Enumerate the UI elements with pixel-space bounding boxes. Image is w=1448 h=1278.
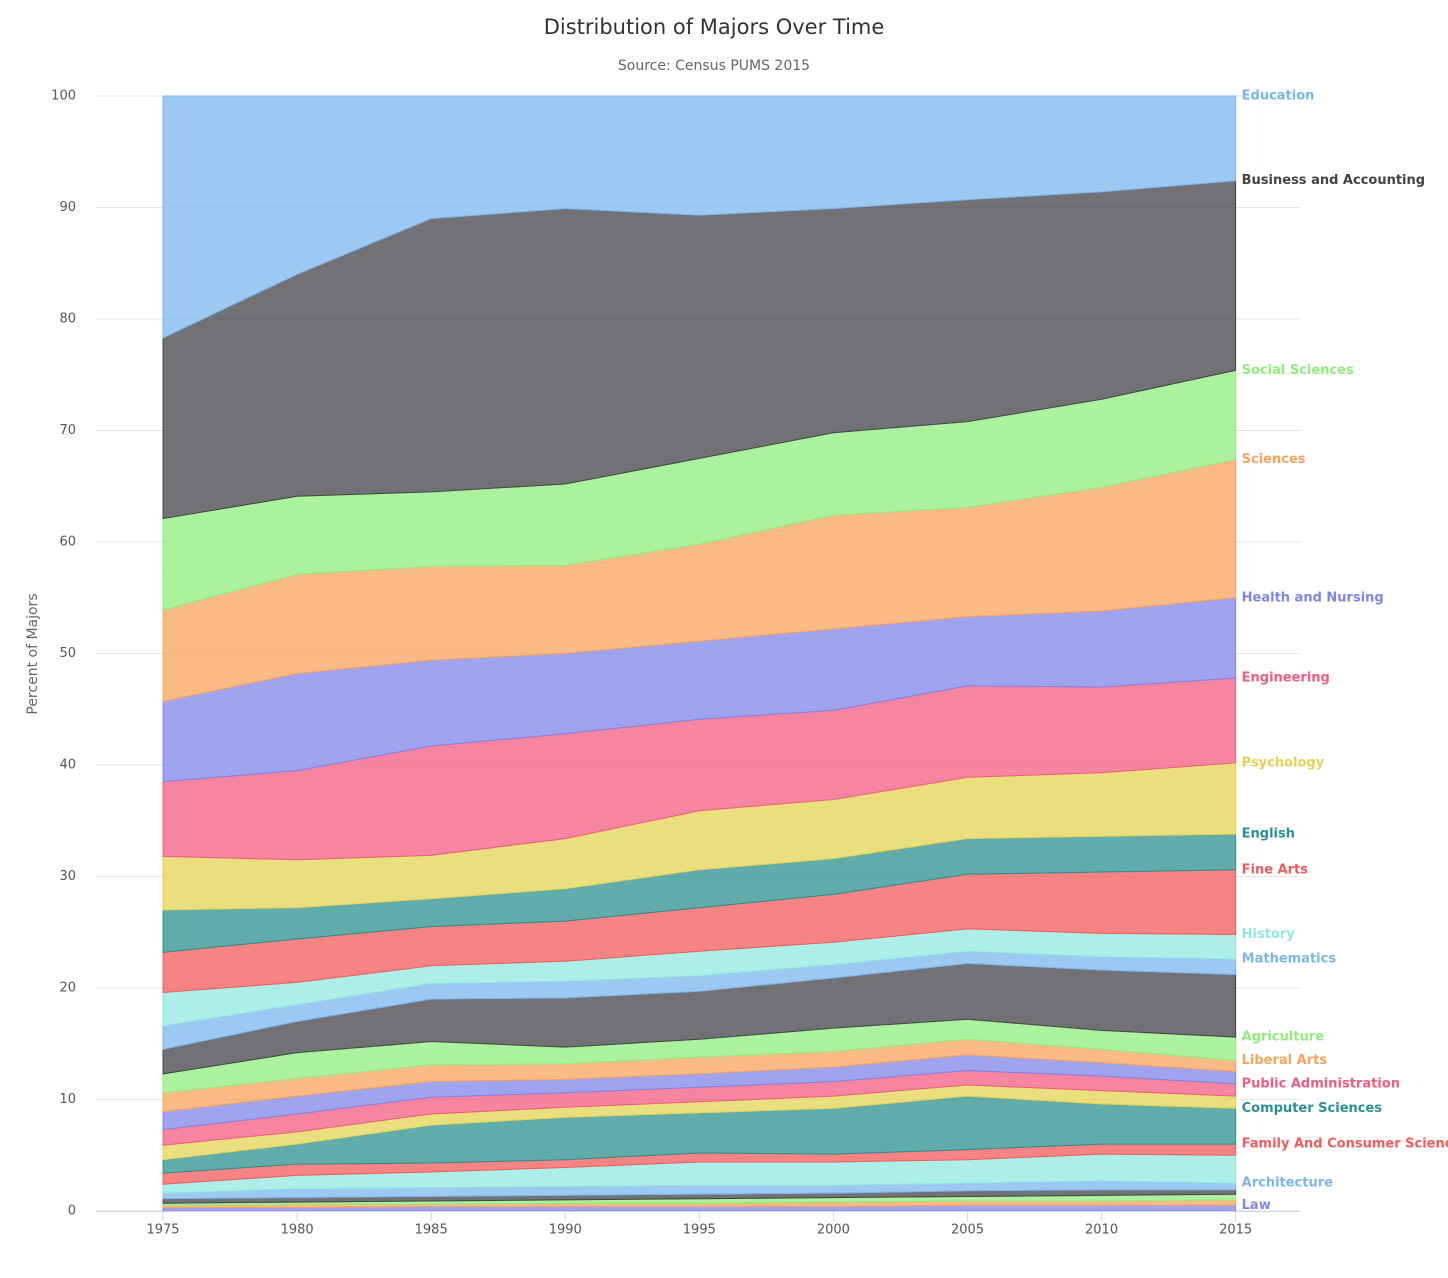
chart-title: Distribution of Majors Over Time bbox=[544, 15, 885, 39]
y-tick-label: 10 bbox=[59, 1092, 76, 1107]
series-label: Health and Nursing bbox=[1242, 590, 1384, 605]
series-label: History bbox=[1242, 927, 1296, 942]
x-tick-label: 1995 bbox=[683, 1223, 716, 1238]
series-label: Architecture bbox=[1242, 1176, 1334, 1191]
y-tick-label: 20 bbox=[59, 981, 76, 996]
series-label: English bbox=[1242, 827, 1295, 842]
x-tick-label: 2015 bbox=[1219, 1223, 1252, 1238]
chart-subtitle: Source: Census PUMS 2015 bbox=[618, 58, 810, 74]
series-label: Social Sciences bbox=[1242, 363, 1354, 378]
series-label: Business and Accounting bbox=[1242, 173, 1425, 188]
area bbox=[162, 95, 1237, 339]
series-label: Engineering bbox=[1242, 671, 1330, 686]
series-label: Law bbox=[1242, 1198, 1271, 1213]
series-label: Fine Arts bbox=[1242, 862, 1309, 877]
y-tick-label: 60 bbox=[59, 535, 76, 550]
series-label: Public Administration bbox=[1242, 1076, 1400, 1091]
y-tick-label: 30 bbox=[59, 869, 76, 884]
y-tick-label: 0 bbox=[68, 1204, 76, 1219]
x-tick-label: 1985 bbox=[415, 1223, 448, 1238]
series-label: Education bbox=[1242, 89, 1315, 104]
series-label: Mathematics bbox=[1242, 952, 1337, 967]
series-label: Sciences bbox=[1242, 452, 1306, 467]
y-axis-title: Percent of Majors bbox=[25, 593, 41, 714]
y-tick-label: 40 bbox=[59, 758, 76, 773]
y-tick-label: 70 bbox=[59, 423, 76, 438]
x-tick-label: 1990 bbox=[549, 1223, 582, 1238]
y-tick-label: 50 bbox=[59, 646, 76, 661]
x-tick-label: 2000 bbox=[817, 1223, 850, 1238]
series-label: Psychology bbox=[1242, 755, 1325, 770]
x-tick-label: 2005 bbox=[951, 1223, 984, 1238]
x-tick-label: 2010 bbox=[1085, 1223, 1118, 1238]
series-label: Computer Sciences bbox=[1242, 1101, 1383, 1116]
series-label: Liberal Arts bbox=[1242, 1053, 1328, 1068]
series-label: Family And Consumer Sciences bbox=[1242, 1137, 1448, 1152]
y-tick-label: 90 bbox=[59, 200, 76, 215]
y-tick-label: 100 bbox=[51, 89, 76, 104]
series-label: Agriculture bbox=[1242, 1030, 1325, 1045]
x-tick-label: 1975 bbox=[146, 1223, 179, 1238]
x-tick-label: 1980 bbox=[281, 1223, 314, 1238]
y-tick-label: 80 bbox=[59, 312, 76, 327]
